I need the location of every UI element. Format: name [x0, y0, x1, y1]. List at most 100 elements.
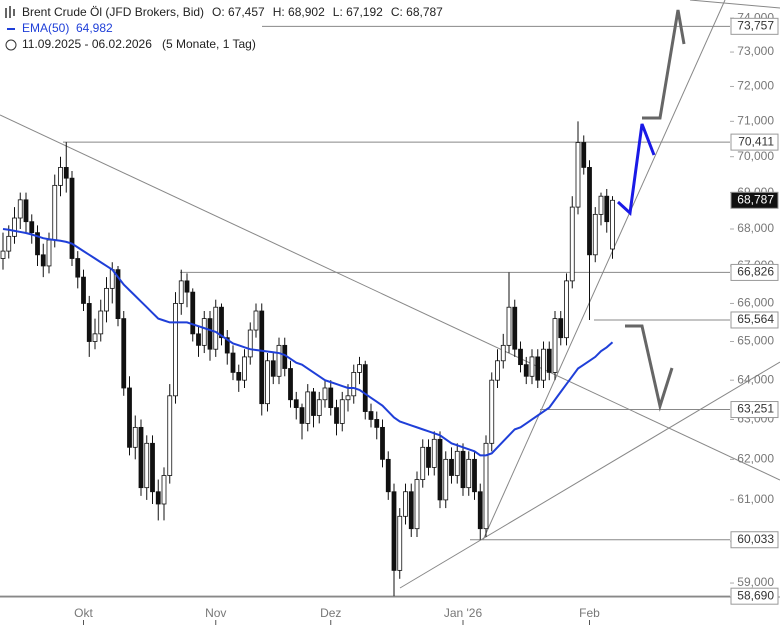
candle-body: [132, 426, 138, 448]
candle-body: [247, 329, 253, 358]
candle-body: [506, 306, 512, 346]
candle-body: [403, 491, 408, 517]
candle-body: [236, 371, 242, 381]
candle-body: [75, 258, 81, 278]
candle-body: [523, 364, 529, 377]
header-bg: [0, 0, 262, 54]
y-tick-label: 62,000: [737, 452, 774, 466]
arrow-scenario: [616, 123, 656, 217]
x-tick-label: Dez: [320, 606, 341, 620]
candle-body: [69, 177, 75, 259]
candle-body: [483, 442, 489, 530]
candle-body: [541, 348, 546, 381]
level-label: 70,411: [738, 134, 774, 148]
y-tick-label: 68,000: [737, 221, 774, 235]
candle-body: [500, 344, 506, 362]
legend-label: EMA(50): [22, 21, 69, 35]
level-box: [730, 531, 779, 549]
level-label: 58,690: [737, 588, 774, 602]
candle-body: [587, 167, 592, 256]
candle-body: [305, 391, 311, 424]
candle-body: [420, 446, 426, 480]
candle-body: [443, 458, 449, 501]
y-tick-label: 71,000: [737, 114, 774, 128]
candle-body: [23, 199, 29, 223]
candle-body: [437, 438, 443, 501]
candle-body: [58, 167, 63, 186]
level-label: 65,564: [737, 312, 774, 326]
trend-line: [399, 361, 780, 589]
candle-body: [535, 356, 541, 381]
header-value: H: 68,902: [273, 5, 325, 19]
candle-body: [518, 348, 523, 366]
date-range: 11.09.2025 - 06.02.2026: [22, 37, 152, 51]
level-label: 66,826: [737, 265, 774, 279]
candle-body: [12, 217, 17, 237]
candle-body: [253, 310, 259, 331]
candle-body: [173, 303, 178, 397]
candle-body: [385, 458, 391, 493]
candle-body: [414, 479, 420, 530]
x-tick-label: Nov: [205, 606, 226, 620]
x-tick-label: Okt: [74, 606, 93, 620]
candle-body: [592, 213, 598, 256]
candle-body: [121, 318, 127, 389]
candle-body: [558, 318, 564, 339]
candle-body: [368, 411, 374, 420]
candle-body: [265, 360, 270, 405]
y-tick-label: 73,000: [737, 44, 774, 58]
candle-body: [0, 250, 6, 259]
candle-body: [598, 195, 604, 215]
candle-body: [431, 438, 437, 468]
header-ohlc: O: 67,457 H: 68,902 L: 67,192 C: 68,787: [212, 5, 443, 19]
candle-body: [569, 206, 575, 282]
legend-value: 64,982: [76, 21, 113, 35]
candle-body: [155, 491, 161, 505]
candle-body: [454, 450, 460, 476]
candle-body: [63, 167, 69, 179]
candle-body: [52, 184, 58, 241]
header: Brent Crude Öl (JFD Brokers, Bid) O: 67,…: [0, 0, 443, 54]
candle-body: [610, 199, 615, 250]
header-value: C: 68,787: [391, 5, 443, 19]
candle-body: [270, 360, 276, 377]
candle-body: [288, 368, 293, 401]
candle-body: [380, 426, 385, 460]
candle-body: [293, 399, 299, 409]
candle-body: [460, 450, 466, 489]
candle-body: [328, 387, 334, 409]
candle-body: [322, 387, 328, 401]
candle-body: [345, 395, 351, 401]
arrows: [616, 9, 686, 412]
candle-body: [477, 491, 483, 530]
level-box: [730, 401, 779, 419]
level-box: [730, 133, 779, 151]
candle-body: [40, 254, 46, 267]
candle-body: [184, 280, 190, 293]
candle-body: [339, 399, 345, 424]
candle-body: [374, 419, 380, 428]
candle-body: [564, 280, 569, 339]
candle-body: [115, 269, 121, 320]
arrow-scenario: [642, 9, 686, 120]
level-label: 73,757: [737, 19, 774, 33]
header-value: O: 67,457: [212, 5, 265, 19]
candle-body: [219, 306, 224, 339]
candle-body: [575, 142, 581, 208]
candle-body: [81, 276, 86, 304]
y-tick-label: 66,000: [737, 296, 774, 310]
candle-body: [86, 303, 92, 342]
candle-body: [529, 356, 535, 377]
candle-body: [334, 407, 339, 424]
candle-body: [46, 239, 52, 267]
candle-body: [546, 348, 552, 373]
trend-line: [482, 0, 726, 541]
icon: [5, 6, 15, 18]
candle-body: [17, 199, 23, 219]
candle-body: [552, 318, 558, 373]
trend-line: [689, 0, 780, 9]
axis: 59,00060,00061,00062,00063,00064,00065,0…: [0, 10, 780, 625]
candle-body: [259, 310, 265, 405]
candle-body: [299, 407, 305, 424]
